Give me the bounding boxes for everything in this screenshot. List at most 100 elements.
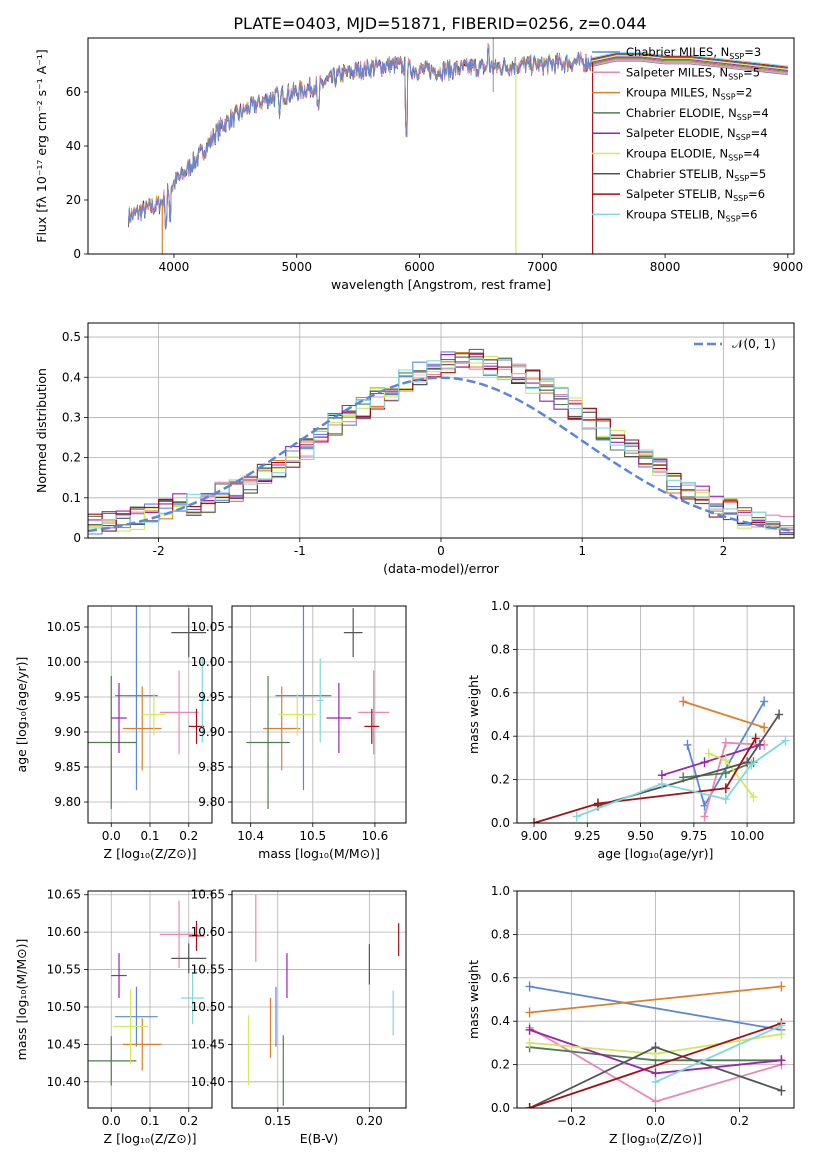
x-tick-label: 0.0	[646, 1114, 665, 1128]
errorbar-chabrier_stelib	[343, 608, 363, 658]
errorbar-salpeter_elodie	[111, 953, 127, 999]
y-tick-label: 60	[66, 85, 81, 99]
y-tick-label: 0.4	[62, 370, 81, 384]
y-tick-label: 0.1	[62, 491, 81, 505]
y-tick-label: 10.05	[191, 620, 225, 634]
x-tick-label: 9000	[773, 260, 804, 274]
spectrum-model-chabrier_stelib	[591, 54, 788, 69]
y-tick-label: 10.65	[191, 888, 225, 902]
mass_vs_z-plot-area	[88, 900, 207, 1086]
age_vs_mass-xlabel: mass [log₁₀(M/M⊙)]	[258, 846, 380, 861]
x-tick-label: 5000	[281, 260, 312, 274]
y-tick-label: 9.95	[54, 690, 81, 704]
x-tick-label: 2	[720, 544, 728, 558]
legend-entry: Salpeter ELODIE, NSSP=4	[626, 126, 768, 142]
errorbar-salpeter_miles	[159, 670, 199, 755]
age_vs_mass-plot-area	[246, 606, 390, 809]
spectrum-model-kroupa_elodie	[591, 55, 788, 70]
y-tick-label: 0.6	[491, 971, 510, 985]
y-tick-label: 0.3	[62, 410, 81, 424]
mass_vs_z-ylabel: mass [log₁₀(M/M⊙)]	[14, 939, 29, 1061]
y-tick-label: 9.90	[54, 725, 81, 739]
x-tick-label: 0.2	[730, 1114, 749, 1128]
legend-entry: Salpeter MILES, NSSP=5	[626, 65, 760, 81]
y-tick-label: 10.45	[191, 1037, 225, 1051]
legend-entry: Chabrier ELODIE, NSSP=4	[626, 106, 769, 122]
y-tick-label: 10.50	[47, 1000, 81, 1014]
x-tick-label: 0.1	[140, 829, 159, 843]
x-tick-label: -1	[294, 544, 306, 558]
age_vs_z-xlabel: Z [log₁₀(Z/Z⊙)]	[104, 846, 197, 861]
y-tick-label: 10.00	[47, 655, 81, 669]
errorbar-salpeter_miles	[358, 670, 390, 755]
spectrum-xlabel: wavelength [Angstrom, rest frame]	[331, 277, 551, 292]
x-tick-label: 10.5	[299, 829, 326, 843]
errorbar-kroupa_elodie	[113, 989, 149, 1064]
y-tick-label: 0	[73, 247, 81, 261]
y-tick-label: 10.60	[47, 925, 81, 939]
legend-entry: Kroupa MILES, NSSP=2	[626, 86, 752, 102]
panel-spectrum: 4000 5000 6000 7000 8000 9000 0 20 40 60 wavelengt…	[34, 37, 804, 292]
y-tick-label: 10.50	[191, 1000, 225, 1014]
x-tick-label: 0.1	[140, 1114, 159, 1128]
y-tick-label: 9.95	[198, 690, 225, 704]
panel-sfh_age: 9.00 9.25 9.50 9.75 10.00 0.0 0.2 0.4 0.6 0.8 1.0 a…	[466, 599, 795, 861]
errorbar-chabrier_stelib	[171, 943, 207, 974]
errorbar-chabrier_miles	[115, 606, 158, 791]
errorbar-salpeter_stelib	[364, 708, 380, 744]
sfh_age-plot-area	[530, 696, 790, 823]
y-tick-label: 10.45	[47, 1037, 81, 1051]
y-tick-label: 0.6	[491, 686, 510, 700]
panel-residuals: -2 -1 0 1 2 0 0.1 0.2 0.3 0.4 0.5 (data-model)/erro…	[34, 322, 795, 576]
y-tick-label: 9.80	[54, 795, 81, 809]
y-tick-label: 0.2	[62, 451, 81, 465]
legend-entry: Chabrier STELIB, NSSP=5	[626, 167, 766, 183]
y-tick-label: 40	[66, 139, 81, 153]
panel-age_vs_mass: 10.4 10.5 10.6 9.80 9.85 9.90 9.95 10.00 10.05 ma…	[191, 605, 407, 861]
x-tick-label: 0.2	[179, 829, 198, 843]
y-tick-label: 0.4	[491, 729, 510, 743]
errorbar-kroupa_miles	[122, 686, 162, 771]
x-tick-label: 8000	[650, 260, 681, 274]
x-tick-label: 10.00	[730, 829, 764, 843]
errorbar-salpeter_miles	[159, 900, 199, 969]
legend-entry: Kroupa ELODIE, NSSP=4	[626, 147, 760, 163]
y-tick-label: 0	[73, 531, 81, 545]
y-tick-label: 10.40	[47, 1075, 81, 1089]
y-tick-label: 1.0	[491, 884, 510, 898]
sfh_z-plot-area	[525, 981, 786, 1108]
y-tick-label: 0.5	[62, 330, 81, 344]
mass_vs_ebv-grid	[232, 891, 406, 1108]
sfh_age-xlabel: age [log₁₀(age/yr)]	[598, 846, 714, 861]
residuals-ylabel: Normed distribution	[34, 368, 49, 493]
errorbar-salpeter_stelib	[188, 920, 205, 951]
panel-mass_vs_z: 0.0 0.1 0.2 10.40 10.45 10.50 10.55 10.60 10.65 Z…	[14, 888, 213, 1146]
x-tick-label: 9.00	[521, 829, 548, 843]
x-tick-label: 0.2	[179, 1114, 198, 1128]
age_vs_mass-grid	[232, 606, 406, 823]
legend-entry: Kroupa STELIB, NSSP=6	[626, 207, 757, 223]
age_vs_z-ylabel: age [log₁₀(age/yr)]	[14, 657, 29, 773]
x-tick-label: 0	[437, 544, 445, 558]
legend-entry: Chabrier MILES, NSSP=3	[626, 45, 761, 61]
x-tick-label: 4000	[159, 260, 190, 274]
sfh-line-kroupa_miles	[682, 700, 765, 729]
spectrum-plot-area	[128, 38, 788, 254]
errorbar-kroupa_miles	[263, 686, 301, 771]
x-tick-label: 0.0	[102, 1114, 121, 1128]
x-tick-label: 6000	[404, 260, 435, 274]
x-tick-label: -2	[153, 544, 165, 558]
spectrum-model-chabrier_miles	[591, 60, 788, 76]
x-tick-label: −0.2	[557, 1114, 586, 1128]
sfh-line-salpeter_elodie	[661, 744, 761, 777]
residuals-plot-area	[88, 348, 794, 538]
sfh-line-kroupa_stelib	[655, 1024, 782, 1083]
sfh_age-ylabel: mass weight	[466, 675, 481, 754]
x-tick-label: 0.15	[264, 1114, 291, 1128]
y-tick-label: 9.85	[54, 760, 81, 774]
y-tick-label: 0.4	[491, 1014, 510, 1028]
legend-entry: Salpeter STELIB, NSSP=6	[626, 187, 765, 203]
mass_vs_z-xlabel: Z [log₁₀(Z/Z⊙)]	[104, 1131, 197, 1146]
errorbar-chabrier_elodie	[88, 1036, 137, 1086]
